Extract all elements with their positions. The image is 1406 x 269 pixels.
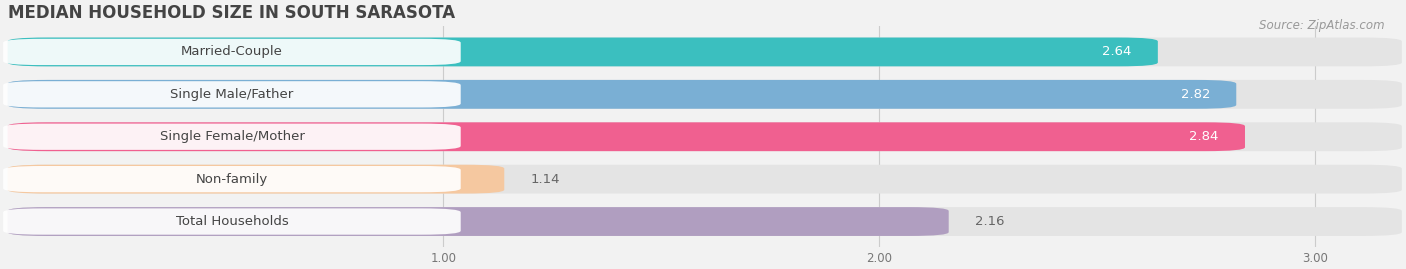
FancyBboxPatch shape bbox=[7, 122, 1244, 151]
FancyBboxPatch shape bbox=[7, 37, 1157, 66]
FancyBboxPatch shape bbox=[7, 80, 1236, 109]
Text: 2.64: 2.64 bbox=[1102, 45, 1132, 58]
FancyBboxPatch shape bbox=[3, 39, 461, 65]
Text: Single Female/Mother: Single Female/Mother bbox=[159, 130, 304, 143]
FancyBboxPatch shape bbox=[7, 207, 1402, 236]
Text: Non-family: Non-family bbox=[195, 173, 269, 186]
Text: Married-Couple: Married-Couple bbox=[181, 45, 283, 58]
Text: 2.16: 2.16 bbox=[974, 215, 1004, 228]
FancyBboxPatch shape bbox=[7, 122, 1402, 151]
FancyBboxPatch shape bbox=[7, 37, 1402, 66]
FancyBboxPatch shape bbox=[3, 208, 461, 235]
FancyBboxPatch shape bbox=[7, 207, 949, 236]
Text: Single Male/Father: Single Male/Father bbox=[170, 88, 294, 101]
FancyBboxPatch shape bbox=[3, 81, 461, 108]
FancyBboxPatch shape bbox=[7, 165, 505, 194]
FancyBboxPatch shape bbox=[7, 165, 1402, 194]
Text: Source: ZipAtlas.com: Source: ZipAtlas.com bbox=[1260, 19, 1385, 32]
Text: 2.84: 2.84 bbox=[1189, 130, 1219, 143]
Text: Total Households: Total Households bbox=[176, 215, 288, 228]
Text: MEDIAN HOUSEHOLD SIZE IN SOUTH SARASOTA: MEDIAN HOUSEHOLD SIZE IN SOUTH SARASOTA bbox=[7, 4, 454, 22]
Text: 1.14: 1.14 bbox=[530, 173, 560, 186]
FancyBboxPatch shape bbox=[3, 123, 461, 150]
FancyBboxPatch shape bbox=[3, 166, 461, 192]
Text: 2.82: 2.82 bbox=[1181, 88, 1211, 101]
FancyBboxPatch shape bbox=[7, 80, 1402, 109]
